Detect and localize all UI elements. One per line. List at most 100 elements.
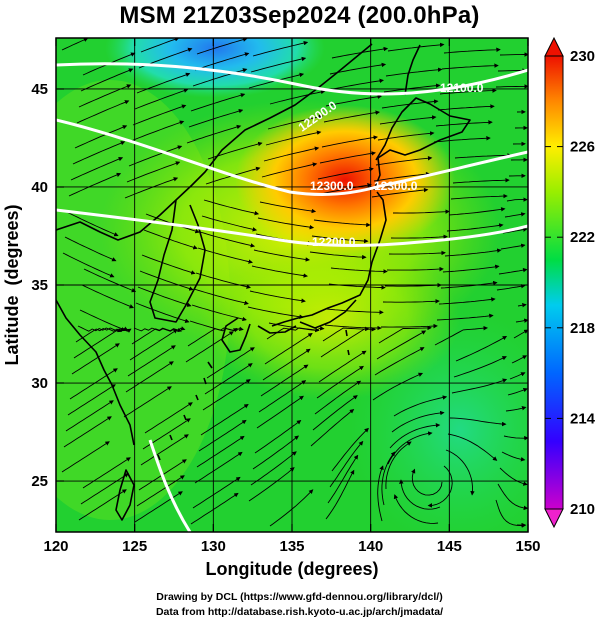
- streamline: [386, 266, 444, 272]
- streamline: [192, 476, 241, 509]
- streamline: [435, 120, 493, 127]
- contour-label: 12300.0: [374, 179, 418, 193]
- streamline: [263, 146, 320, 162]
- streamline: [497, 483, 528, 511]
- streamline: [66, 211, 119, 237]
- colorbar-bottom-arrow: [544, 508, 564, 529]
- credit-drawing: Drawing by DCL (https://www.gfd-dennou.o…: [156, 591, 443, 603]
- streamline: [254, 419, 302, 454]
- streamline: [136, 72, 191, 94]
- streamline: [311, 235, 369, 244]
- streamline: [377, 465, 384, 522]
- streamline: [505, 406, 527, 412]
- streamline: [500, 243, 526, 250]
- streamline: [450, 193, 508, 200]
- streamline: [310, 409, 355, 447]
- streamline: [390, 234, 448, 240]
- streamline: [325, 469, 355, 520]
- streamline: [446, 223, 504, 232]
- streamline: [132, 104, 187, 126]
- streamline: [253, 249, 310, 262]
- streamline: [202, 379, 251, 411]
- colorbar-tick-label: 218: [570, 320, 595, 337]
- streamline: [436, 313, 494, 321]
- streamline: [495, 84, 528, 89]
- streamline: [506, 197, 528, 202]
- x-axis-title: Longitude (degrees): [205, 559, 378, 579]
- streamline: [257, 217, 315, 230]
- streamline: [198, 419, 247, 452]
- streamline: [452, 177, 510, 184]
- streamline: [504, 212, 526, 218]
- streamline: [190, 492, 239, 525]
- x-tick-label: 140: [358, 538, 383, 555]
- streamline: [258, 380, 307, 413]
- streamline: [81, 284, 135, 309]
- streamline: [139, 270, 194, 291]
- streamline: [73, 327, 123, 359]
- streamline: [371, 187, 429, 198]
- streamline: [250, 451, 297, 486]
- streamline: [195, 272, 251, 289]
- streamline: [194, 52, 250, 71]
- streamline: [69, 368, 118, 400]
- streamline: [312, 395, 358, 431]
- streamline: [381, 451, 396, 506]
- streamline: [511, 355, 528, 364]
- streamline: [262, 348, 311, 381]
- streamline: [74, 125, 128, 149]
- credit-data: Data from http://database.rish.kyoto-u.a…: [155, 606, 444, 618]
- contour-label: 12300.0: [310, 179, 354, 193]
- streamline: [399, 479, 441, 510]
- streamline: [250, 56, 307, 73]
- y-tick-label: 35: [31, 277, 48, 294]
- colorbar-tick-label: 222: [570, 229, 595, 246]
- streamline: [509, 372, 526, 380]
- contour-label: 12100.0: [440, 81, 484, 95]
- streamline: [265, 130, 322, 146]
- x-tick-labels: 120 125 130 135 140 145 150: [43, 538, 540, 555]
- streamline: [434, 325, 488, 346]
- streamline: [449, 417, 507, 427]
- streamline: [266, 327, 320, 340]
- streamline: [439, 88, 497, 95]
- streamline: [451, 378, 508, 394]
- streamline: [330, 267, 388, 274]
- streamline: [127, 345, 176, 377]
- streamline: [80, 473, 129, 505]
- streamline: [251, 265, 308, 278]
- streamline: [141, 254, 196, 275]
- streamline: [61, 441, 110, 473]
- colorbar-tick-label: 210: [570, 501, 595, 518]
- x-tick-label: 150: [515, 538, 540, 555]
- streamline: [140, 434, 189, 466]
- streamline: [448, 207, 506, 216]
- streamline: [313, 219, 371, 228]
- streamline: [135, 302, 190, 323]
- streamline: [269, 89, 326, 105]
- streamline: [385, 441, 412, 490]
- streamline: [126, 161, 181, 183]
- streamline: [269, 489, 314, 527]
- streamline: [453, 356, 507, 378]
- streamline: [321, 135, 378, 148]
- streamline: [323, 110, 380, 123]
- streamline: [197, 247, 253, 264]
- streamline: [61, 38, 89, 51]
- streamline: [125, 361, 174, 393]
- streamline: [196, 435, 245, 468]
- streamline: [454, 153, 512, 159]
- streamline: [134, 88, 189, 110]
- streamline: [496, 284, 526, 291]
- streamline: [513, 329, 528, 339]
- streamline: [264, 333, 313, 365]
- streamline: [136, 475, 185, 507]
- streamline: [329, 62, 387, 75]
- y-tick-label: 40: [31, 179, 48, 196]
- streamline: [131, 327, 183, 345]
- y-axis-title: Latitude (degrees): [2, 204, 22, 365]
- streamline: [63, 416, 112, 448]
- streamline: [204, 363, 253, 395]
- streamline: [325, 94, 382, 107]
